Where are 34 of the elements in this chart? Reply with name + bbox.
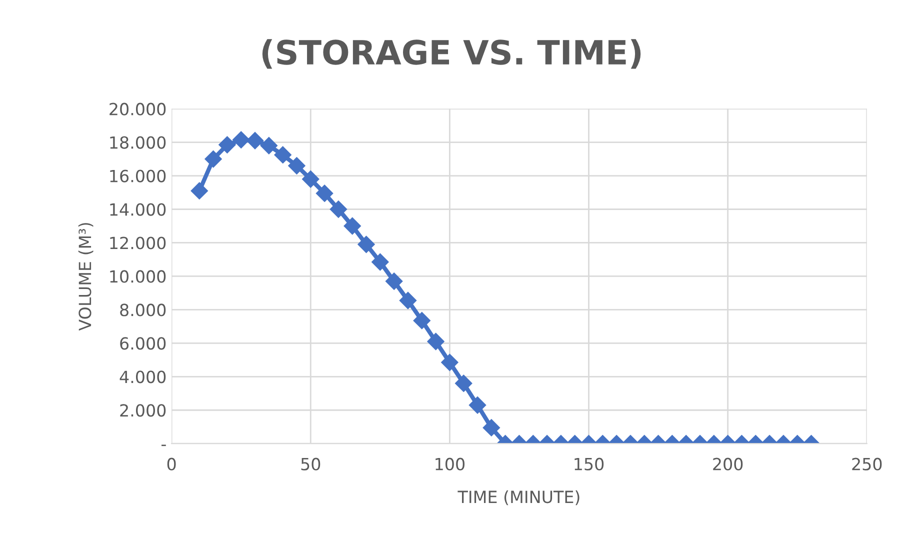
- point: [316, 184, 334, 202]
- x-tick-label: 250: [852, 458, 882, 470]
- y-axis-title: VOLUME (M³): [78, 223, 94, 331]
- point: [358, 236, 375, 253]
- point: [302, 170, 320, 188]
- point: [274, 146, 292, 164]
- y-tick-label: 8.000: [120, 304, 166, 316]
- x-tick-label: 0: [167, 458, 176, 470]
- y-tick-label: 2.000: [120, 404, 166, 417]
- x-tick-label: 200: [713, 458, 743, 470]
- point: [232, 131, 250, 148]
- y-tick-label: 6.000: [120, 337, 166, 350]
- y-tick-label: 10.000: [110, 270, 166, 283]
- y-tick-label: 16.000: [110, 170, 166, 182]
- point: [372, 253, 389, 271]
- point: [246, 132, 264, 150]
- point: [190, 182, 208, 200]
- y-tick-label: 12.000: [110, 236, 166, 250]
- y-tick-label: -: [162, 444, 166, 446]
- point: [344, 217, 361, 235]
- chart-title: (STORAGE VS. TIME): [262, 39, 641, 69]
- point: [288, 157, 306, 174]
- x-tick-label: 100: [436, 458, 464, 470]
- y-tick-label: 20.000: [110, 102, 166, 116]
- y-tick-label: 4.000: [120, 370, 166, 384]
- x-tick-label: 50: [301, 458, 320, 470]
- point: [260, 137, 278, 154]
- point: [204, 150, 222, 168]
- x-axis-title: TIME (MINUTE): [458, 490, 580, 506]
- y-tick-label: 18.000: [110, 136, 166, 149]
- x-tick-label: 150: [574, 458, 604, 470]
- y-tick-label: 14.000: [110, 203, 166, 216]
- point: [330, 200, 347, 218]
- point: [218, 136, 236, 154]
